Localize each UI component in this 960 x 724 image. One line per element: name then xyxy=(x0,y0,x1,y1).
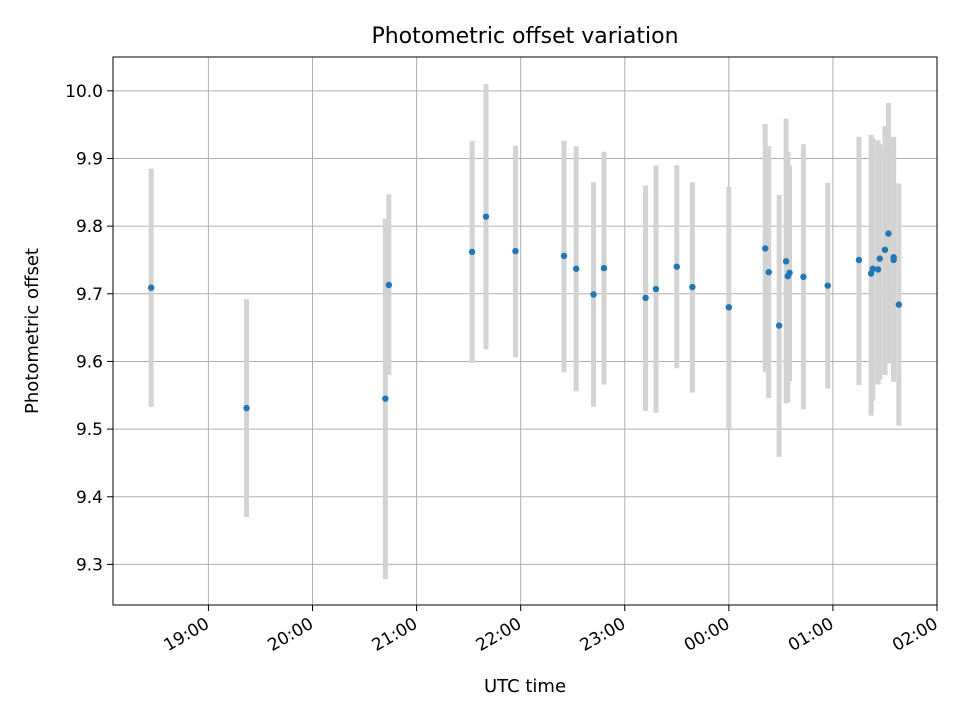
data-point xyxy=(876,255,883,262)
data-point xyxy=(512,247,519,255)
y-tick-label: 9.4 xyxy=(76,488,103,508)
data-point xyxy=(765,268,772,276)
data-point xyxy=(775,322,783,329)
data-point xyxy=(382,395,389,402)
plot-frame xyxy=(112,56,938,606)
data-point xyxy=(482,213,490,220)
y-tick-label: 9.9 xyxy=(76,149,103,169)
data-point xyxy=(468,248,476,256)
data-point xyxy=(855,256,863,264)
y-tick-label: 9.5 xyxy=(76,420,103,440)
chart-title: Photometric offset variation xyxy=(371,24,678,49)
data-point xyxy=(673,263,680,270)
data-point xyxy=(560,252,568,260)
y-axis: 9.3 9.4 9.5 9.6 9.7 9.8 9.9 10.0 xyxy=(65,82,113,575)
point-layer xyxy=(147,213,903,412)
y-tick-label: 9.8 xyxy=(76,217,103,237)
y-tick-label: 10.0 xyxy=(65,82,103,102)
data-point xyxy=(642,294,649,302)
data-point xyxy=(725,304,733,311)
data-point xyxy=(881,246,889,254)
data-point xyxy=(600,264,608,272)
data-point xyxy=(782,258,790,265)
data-point xyxy=(762,245,769,252)
y-tick-label: 9.3 xyxy=(76,555,103,575)
y-axis-label: Photometric offset xyxy=(22,248,43,414)
y-tick-label: 9.7 xyxy=(76,285,103,305)
data-point xyxy=(786,269,793,277)
data-point xyxy=(800,273,807,281)
data-point xyxy=(869,265,877,272)
y-tick-label: 9.6 xyxy=(76,352,103,372)
data-point xyxy=(874,266,882,273)
data-point xyxy=(890,256,897,264)
data-point xyxy=(590,291,597,298)
data-point xyxy=(652,285,660,293)
data-point xyxy=(689,283,696,291)
data-point xyxy=(824,282,831,289)
data-point xyxy=(895,301,903,308)
data-point xyxy=(572,265,580,272)
data-point xyxy=(885,230,892,237)
data-point xyxy=(147,284,155,291)
x-axis-label: UTC time xyxy=(484,676,566,697)
data-point xyxy=(385,281,393,289)
data-point xyxy=(243,404,250,412)
